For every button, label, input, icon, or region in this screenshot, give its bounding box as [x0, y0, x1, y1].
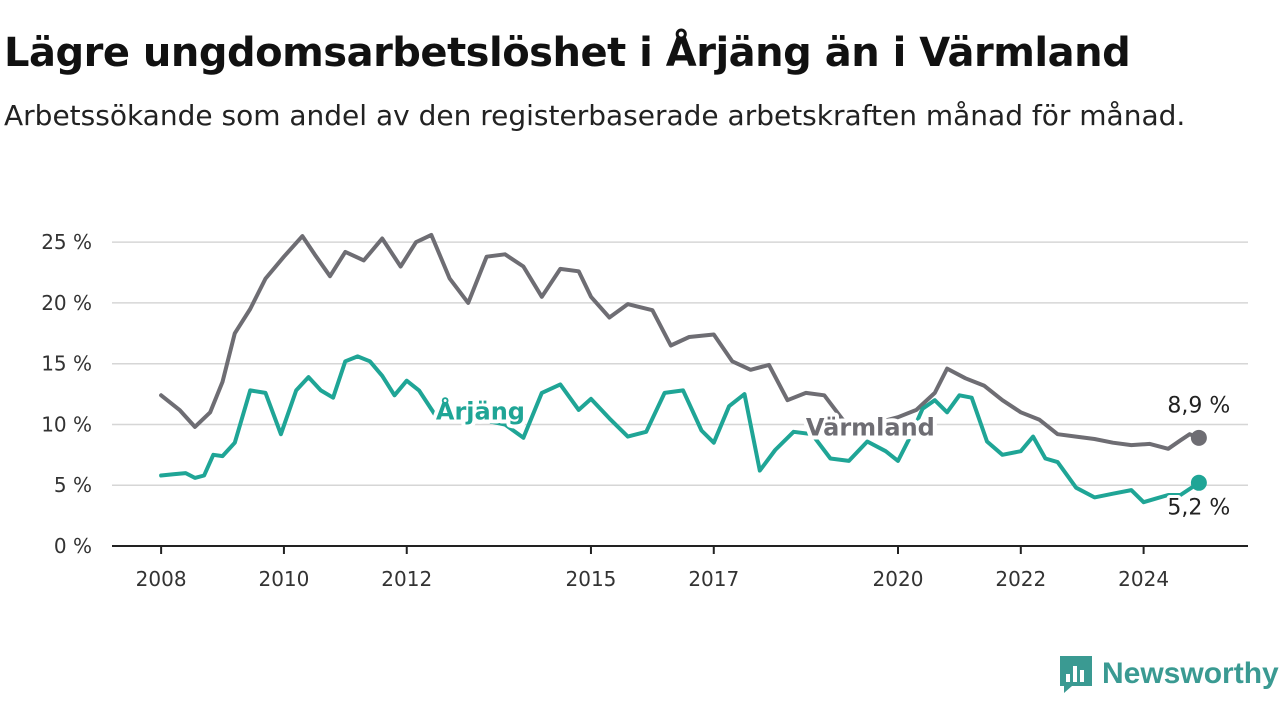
x-tick-label: 2008 — [136, 567, 187, 591]
y-tick-label: 25 % — [41, 230, 92, 254]
x-tick-label: 2020 — [873, 567, 924, 591]
series-end-point — [1190, 429, 1207, 446]
x-tick-label: 2010 — [258, 567, 309, 591]
series-end-label: 8,9 % — [1167, 393, 1230, 418]
series-end-point — [1190, 474, 1207, 491]
x-tick-label: 2022 — [995, 567, 1046, 591]
chart-subtitle: Arbetssökande som andel av den registerb… — [4, 99, 1186, 132]
newsworthy-logo-icon — [1060, 656, 1092, 693]
newsworthy-logo[interactable]: Newsworthy — [1058, 654, 1279, 694]
x-tick-label: 2012 — [381, 567, 432, 591]
y-tick-label: 20 % — [41, 291, 92, 315]
newsworthy-logo-text: Newsworthy — [1102, 657, 1279, 690]
y-tick-label: 10 % — [41, 412, 92, 436]
series-label: Årjäng — [436, 397, 525, 426]
chart-title: Lägre ungdomsarbetslöshet i Årjäng än i … — [4, 30, 1131, 76]
series-end-label: 5,2 % — [1167, 495, 1230, 520]
y-tick-label: 15 % — [41, 352, 92, 376]
x-tick-label: 2024 — [1118, 567, 1169, 591]
x-tick-label: 2015 — [566, 567, 617, 591]
series-label: Värmland — [806, 413, 935, 441]
x-tick-label: 2017 — [688, 567, 739, 591]
y-tick-label: 0 % — [54, 534, 92, 558]
series-line-arjang — [159, 354, 1201, 505]
y-tick-label: 5 % — [54, 473, 92, 497]
series-line-varmland — [159, 232, 1201, 451]
